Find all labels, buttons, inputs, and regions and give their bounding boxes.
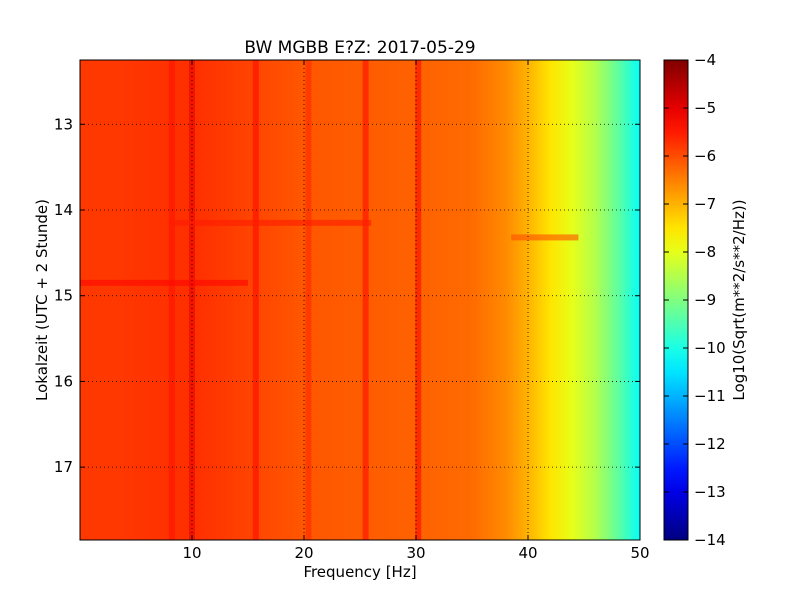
colorbar-tick-label: −9	[694, 291, 716, 309]
vertical-feature-20.4hz	[305, 60, 312, 540]
colorbar-label: Log10(Sqrt(m**2/s**2/Hz))	[730, 199, 748, 400]
grid-lines	[80, 60, 640, 540]
spectral-event-2	[80, 279, 248, 286]
y-axis-ticks: 13 14 15 16 17	[54, 115, 640, 476]
colorbar-tick-label: −14	[694, 531, 726, 549]
x-tick-label: 20	[294, 544, 313, 562]
vertical-feature-15.7hz	[252, 60, 259, 540]
vertical-feature-8.2hz	[168, 60, 175, 540]
spectral-event-3	[169, 219, 372, 226]
vertical-feature-25.5hz	[362, 60, 369, 540]
colorbar-tick-label: −5	[694, 99, 716, 117]
x-tick-label: 30	[406, 544, 425, 562]
colorbar-tick-label: −7	[694, 195, 716, 213]
spectrum-background	[80, 60, 640, 540]
x-axis-label: Frequency [Hz]	[303, 563, 416, 581]
colorbar-ticks: −4 −5 −6 −7 −8 −9 −10 −11 −12 −13 −14	[664, 51, 726, 549]
y-tick-label: 16	[54, 372, 73, 390]
plot-frame	[79, 59, 641, 541]
colorbar-tick-label: −11	[694, 387, 726, 405]
x-tick-label: 40	[518, 544, 537, 562]
colorbar-tick-label: −10	[694, 339, 726, 357]
colorbar-tick-label: −8	[694, 243, 716, 261]
x-tick-label: 10	[182, 544, 201, 562]
colorbar-tick-label: −12	[694, 435, 726, 453]
y-tick-label: 15	[54, 287, 73, 305]
x-tick-label: 50	[630, 544, 649, 562]
colorbar-tick-label: −13	[694, 483, 726, 501]
y-axis-label: Lokalzeit (UTC + 2 Stunde)	[33, 199, 51, 401]
colorbar-tick-label: −4	[694, 51, 716, 69]
x-axis-ticks: 10 20 30 40 50	[182, 60, 650, 562]
plot-area	[80, 60, 640, 540]
y-tick-label: 17	[54, 458, 73, 476]
colorbar-tick-label: −6	[694, 147, 716, 165]
spectral-event-1	[511, 234, 579, 241]
vertical-feature-30.2hz	[415, 60, 422, 540]
y-tick-label: 13	[54, 115, 73, 133]
colorbar: −4 −5 −6 −7 −8 −9 −10 −11 −12 −13 −14 Log10(Sqrt(m…	[663, 51, 748, 549]
chart-title: BW MGBB E?Z: 2017-05-29	[244, 38, 475, 58]
y-tick-label: 14	[54, 201, 73, 219]
